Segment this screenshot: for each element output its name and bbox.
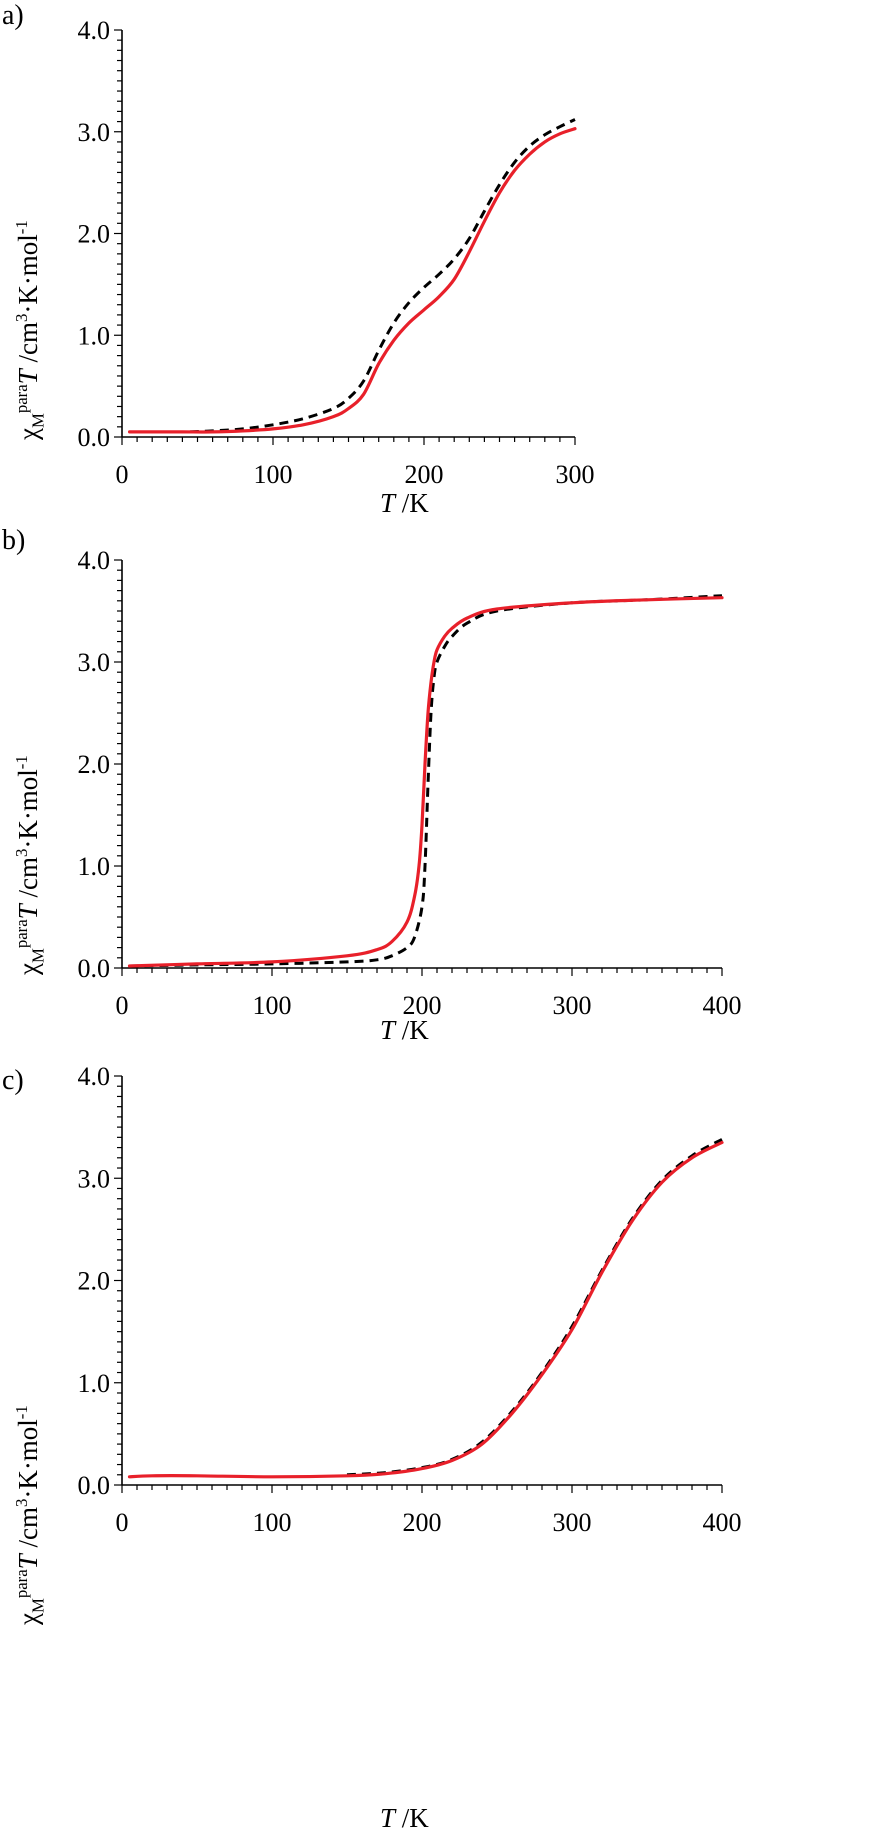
y-tick-label-c: 1.0 (78, 1369, 111, 1398)
y-tick-label-b: 0.0 (78, 954, 111, 983)
solid-series-b (127, 596, 724, 968)
solid-series-c (127, 1140, 724, 1479)
y-tick-label-a: 4.0 (78, 16, 111, 45)
chart-panel-c: c) χMparaT /cm3·K·mol-1 T /K 0.0 1.0 2.0 3.… (0, 1062, 877, 1836)
y-tick-label-c: 4.0 (78, 1062, 111, 1091)
panel-label-b: b) (2, 525, 26, 556)
panel-label-a: a) (2, 0, 24, 31)
x-tick-label-b: 0 (116, 991, 129, 1020)
y-tick-label-c: 0.0 (78, 1471, 111, 1500)
dashed-series-c (346, 1138, 723, 1477)
y-tick-label-a: 3.0 (78, 118, 111, 147)
x-tick-label-c: 200 (403, 1508, 442, 1537)
y-tick-label-c: 2.0 (78, 1267, 111, 1296)
y-tick-label-b: 4.0 (78, 546, 111, 575)
chart-panel-a: a) χMparaT /cm3·K·mol-1 T /K 0.0 1.0 2.0 3.… (0, 0, 877, 530)
x-tick-label-b: 100 (253, 991, 292, 1020)
y-tick-label-b: 1.0 (78, 852, 111, 881)
x-tick-label-c: 300 (553, 1508, 592, 1537)
x-axis-label-a: T /K (380, 488, 429, 518)
y-tick-label-b: 2.0 (78, 750, 111, 779)
x-tick-label-c: 400 (703, 1508, 742, 1537)
x-tick-label-b: 300 (553, 991, 592, 1020)
x-tick-label-c: 100 (253, 1508, 292, 1537)
y-tick-label-c: 3.0 (78, 1164, 111, 1193)
y-tick-label-a: 2.0 (78, 220, 111, 249)
chart-panel-b: b) χMparaT /cm3·K·mol-1 T /K 0.0 1.0 2.0 3.… (0, 525, 877, 1065)
x-tick-label-b: 200 (403, 991, 442, 1020)
y-tick-label-b: 3.0 (78, 648, 111, 677)
chart-svg-a: 0.0 1.0 2.0 3.0 4.0 0 100 200 300 (78, 16, 595, 489)
solid-series-a (128, 127, 577, 434)
dashed-series-a (189, 118, 576, 434)
chart-svg-b: 0.0 1.0 2.0 3.0 4.0 0 100 200 300 400 (78, 546, 742, 1020)
dashed-series-b (129, 594, 723, 968)
y-tick-label-a: 0.0 (78, 423, 111, 452)
x-tick-label-a: 100 (254, 460, 293, 489)
x-tick-label-a: 0 (116, 460, 129, 489)
x-tick-label-b: 400 (703, 991, 742, 1020)
y-tick-label-a: 1.0 (78, 321, 111, 350)
x-axis-label-b: T /K (380, 1015, 429, 1045)
x-tick-label-a: 300 (556, 460, 595, 489)
x-axis-label-c: T /K (380, 1803, 429, 1833)
panel-label-c: c) (2, 1065, 24, 1096)
chart-svg-c: 0.0 1.0 2.0 3.0 4.0 0 100 200 300 400 (78, 1062, 742, 1537)
x-tick-label-c: 0 (116, 1508, 129, 1537)
x-tick-label-a: 200 (405, 460, 444, 489)
